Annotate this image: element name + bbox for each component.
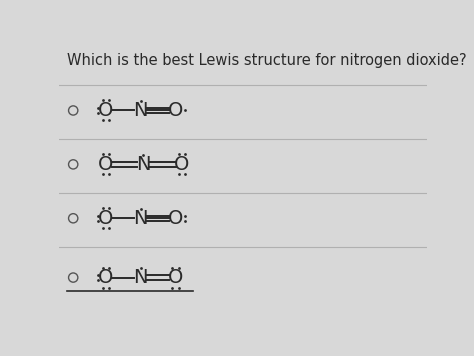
Text: N: N xyxy=(133,101,148,120)
Text: O: O xyxy=(174,155,190,174)
Text: O: O xyxy=(98,155,113,174)
Text: N: N xyxy=(133,209,148,228)
Text: O: O xyxy=(98,101,113,120)
Text: O: O xyxy=(98,209,113,228)
Text: O: O xyxy=(168,268,183,287)
Text: Which is the best Lewis structure for nitrogen dioxide?: Which is the best Lewis structure for ni… xyxy=(67,53,466,68)
Text: N: N xyxy=(136,155,150,174)
Text: N: N xyxy=(133,268,148,287)
Text: O: O xyxy=(168,101,183,120)
Text: O: O xyxy=(98,268,113,287)
Text: O: O xyxy=(168,209,183,228)
